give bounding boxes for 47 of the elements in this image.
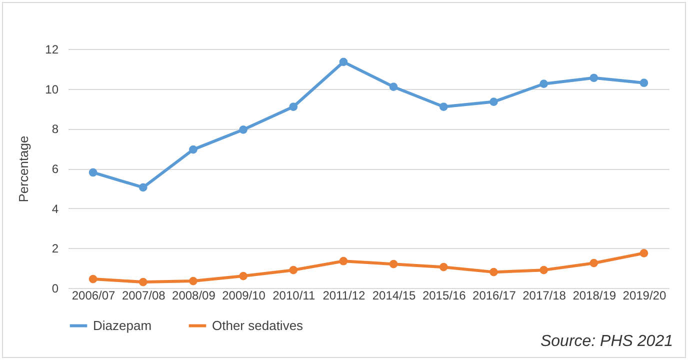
x-tick-label: 2017/18 [522,288,566,302]
point [439,102,448,111]
x-tick-label: 2014/15 [372,288,416,302]
x-tick-label: 2016/17 [472,288,516,302]
point [439,262,448,272]
point [88,274,98,284]
point [138,183,148,192]
point [640,248,648,258]
point [88,168,98,177]
y-tick-label: 8 [52,122,59,136]
source-note: Source: PHS 2021 [540,333,673,351]
x-tick-label: 2019/20 [622,288,666,302]
point [189,276,198,286]
point [339,58,348,66]
point [239,272,248,280]
x-tick-label: 2008/09 [172,288,216,302]
point [490,268,498,276]
x-tick-label: 2011/12 [322,288,366,302]
x-tick-label: 2010/11 [272,288,316,302]
legend-label: Other sedatives [212,318,304,333]
point [189,145,198,154]
y-tick-label: 4 [52,202,59,216]
x-tick-label: 2009/10 [222,288,266,302]
point [239,125,248,134]
point [590,74,598,82]
point [540,266,548,274]
y-tick-label: 2 [52,242,59,256]
x-tick-label: 2015/16 [422,288,466,302]
x-tick-label: 2018/19 [572,288,616,302]
point [289,266,298,274]
point [540,80,548,88]
x-tick-label: 2006/07 [72,288,116,302]
y-tick-label: 12 [45,42,59,56]
y-tick-label: 0 [52,282,59,296]
y-axis-title: Percentage [16,136,32,202]
y-tick-label: 10 [45,82,59,96]
point [138,278,148,286]
point [590,258,598,268]
point [389,82,398,92]
legend-label: Diazepam [93,318,152,333]
point [640,78,648,88]
y-tick-label: 6 [52,162,59,176]
x-tick-label: 2007/08 [122,288,166,302]
point [289,102,298,111]
point [389,260,398,268]
point [490,98,498,106]
point [339,256,348,266]
